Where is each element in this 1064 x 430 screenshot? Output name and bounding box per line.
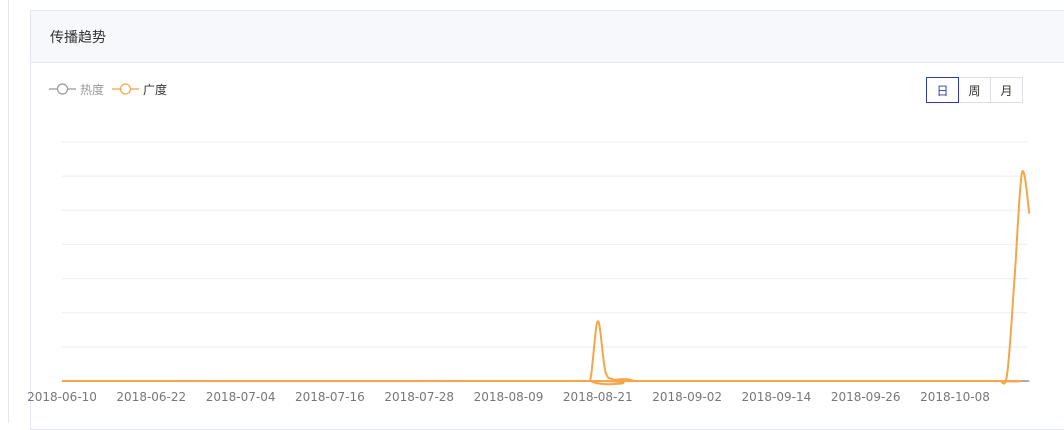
legend-label-breadth: 广度 <box>143 82 168 97</box>
series-line-breadth <box>61 170 1031 386</box>
line-circle-icon <box>112 83 140 95</box>
x-tick-label: 2018-08-09 <box>474 390 544 404</box>
line-circle-icon <box>49 83 76 95</box>
panel-header: 传播趋势 <box>31 11 1064 63</box>
x-tick-label: 2018-09-14 <box>742 390 812 404</box>
x-tick-label: 2018-08-21 <box>563 390 633 404</box>
legend-item-breadth[interactable]: 广度 <box>112 81 167 98</box>
trend-panel: 传播趋势 热度 广度 日 周 月 <box>30 10 1064 430</box>
x-tick-label: 2018-07-28 <box>384 390 454 404</box>
period-toggle: 日 周 月 <box>926 77 1023 103</box>
period-day-button[interactable]: 日 <box>926 77 959 103</box>
x-tick-label: 2018-07-16 <box>295 390 365 404</box>
x-tick-label: 2018-07-04 <box>206 390 276 404</box>
legend-label-heat: 热度 <box>80 82 105 97</box>
chart-legend: 热度 广度 <box>49 80 175 98</box>
page-left-border <box>8 0 9 423</box>
x-tick-label: 2018-10-08 <box>920 390 990 404</box>
panel-title: 传播趋势 <box>50 30 106 46</box>
x-tick-label: 2018-09-26 <box>831 390 901 404</box>
x-tick-label: 2018-06-10 <box>27 390 97 404</box>
legend-item-heat[interactable]: 热度 <box>49 81 104 98</box>
x-tick-label: 2018-06-22 <box>116 390 186 404</box>
period-month-button[interactable]: 月 <box>990 77 1023 103</box>
x-tick-label: 2018-09-02 <box>652 390 722 404</box>
